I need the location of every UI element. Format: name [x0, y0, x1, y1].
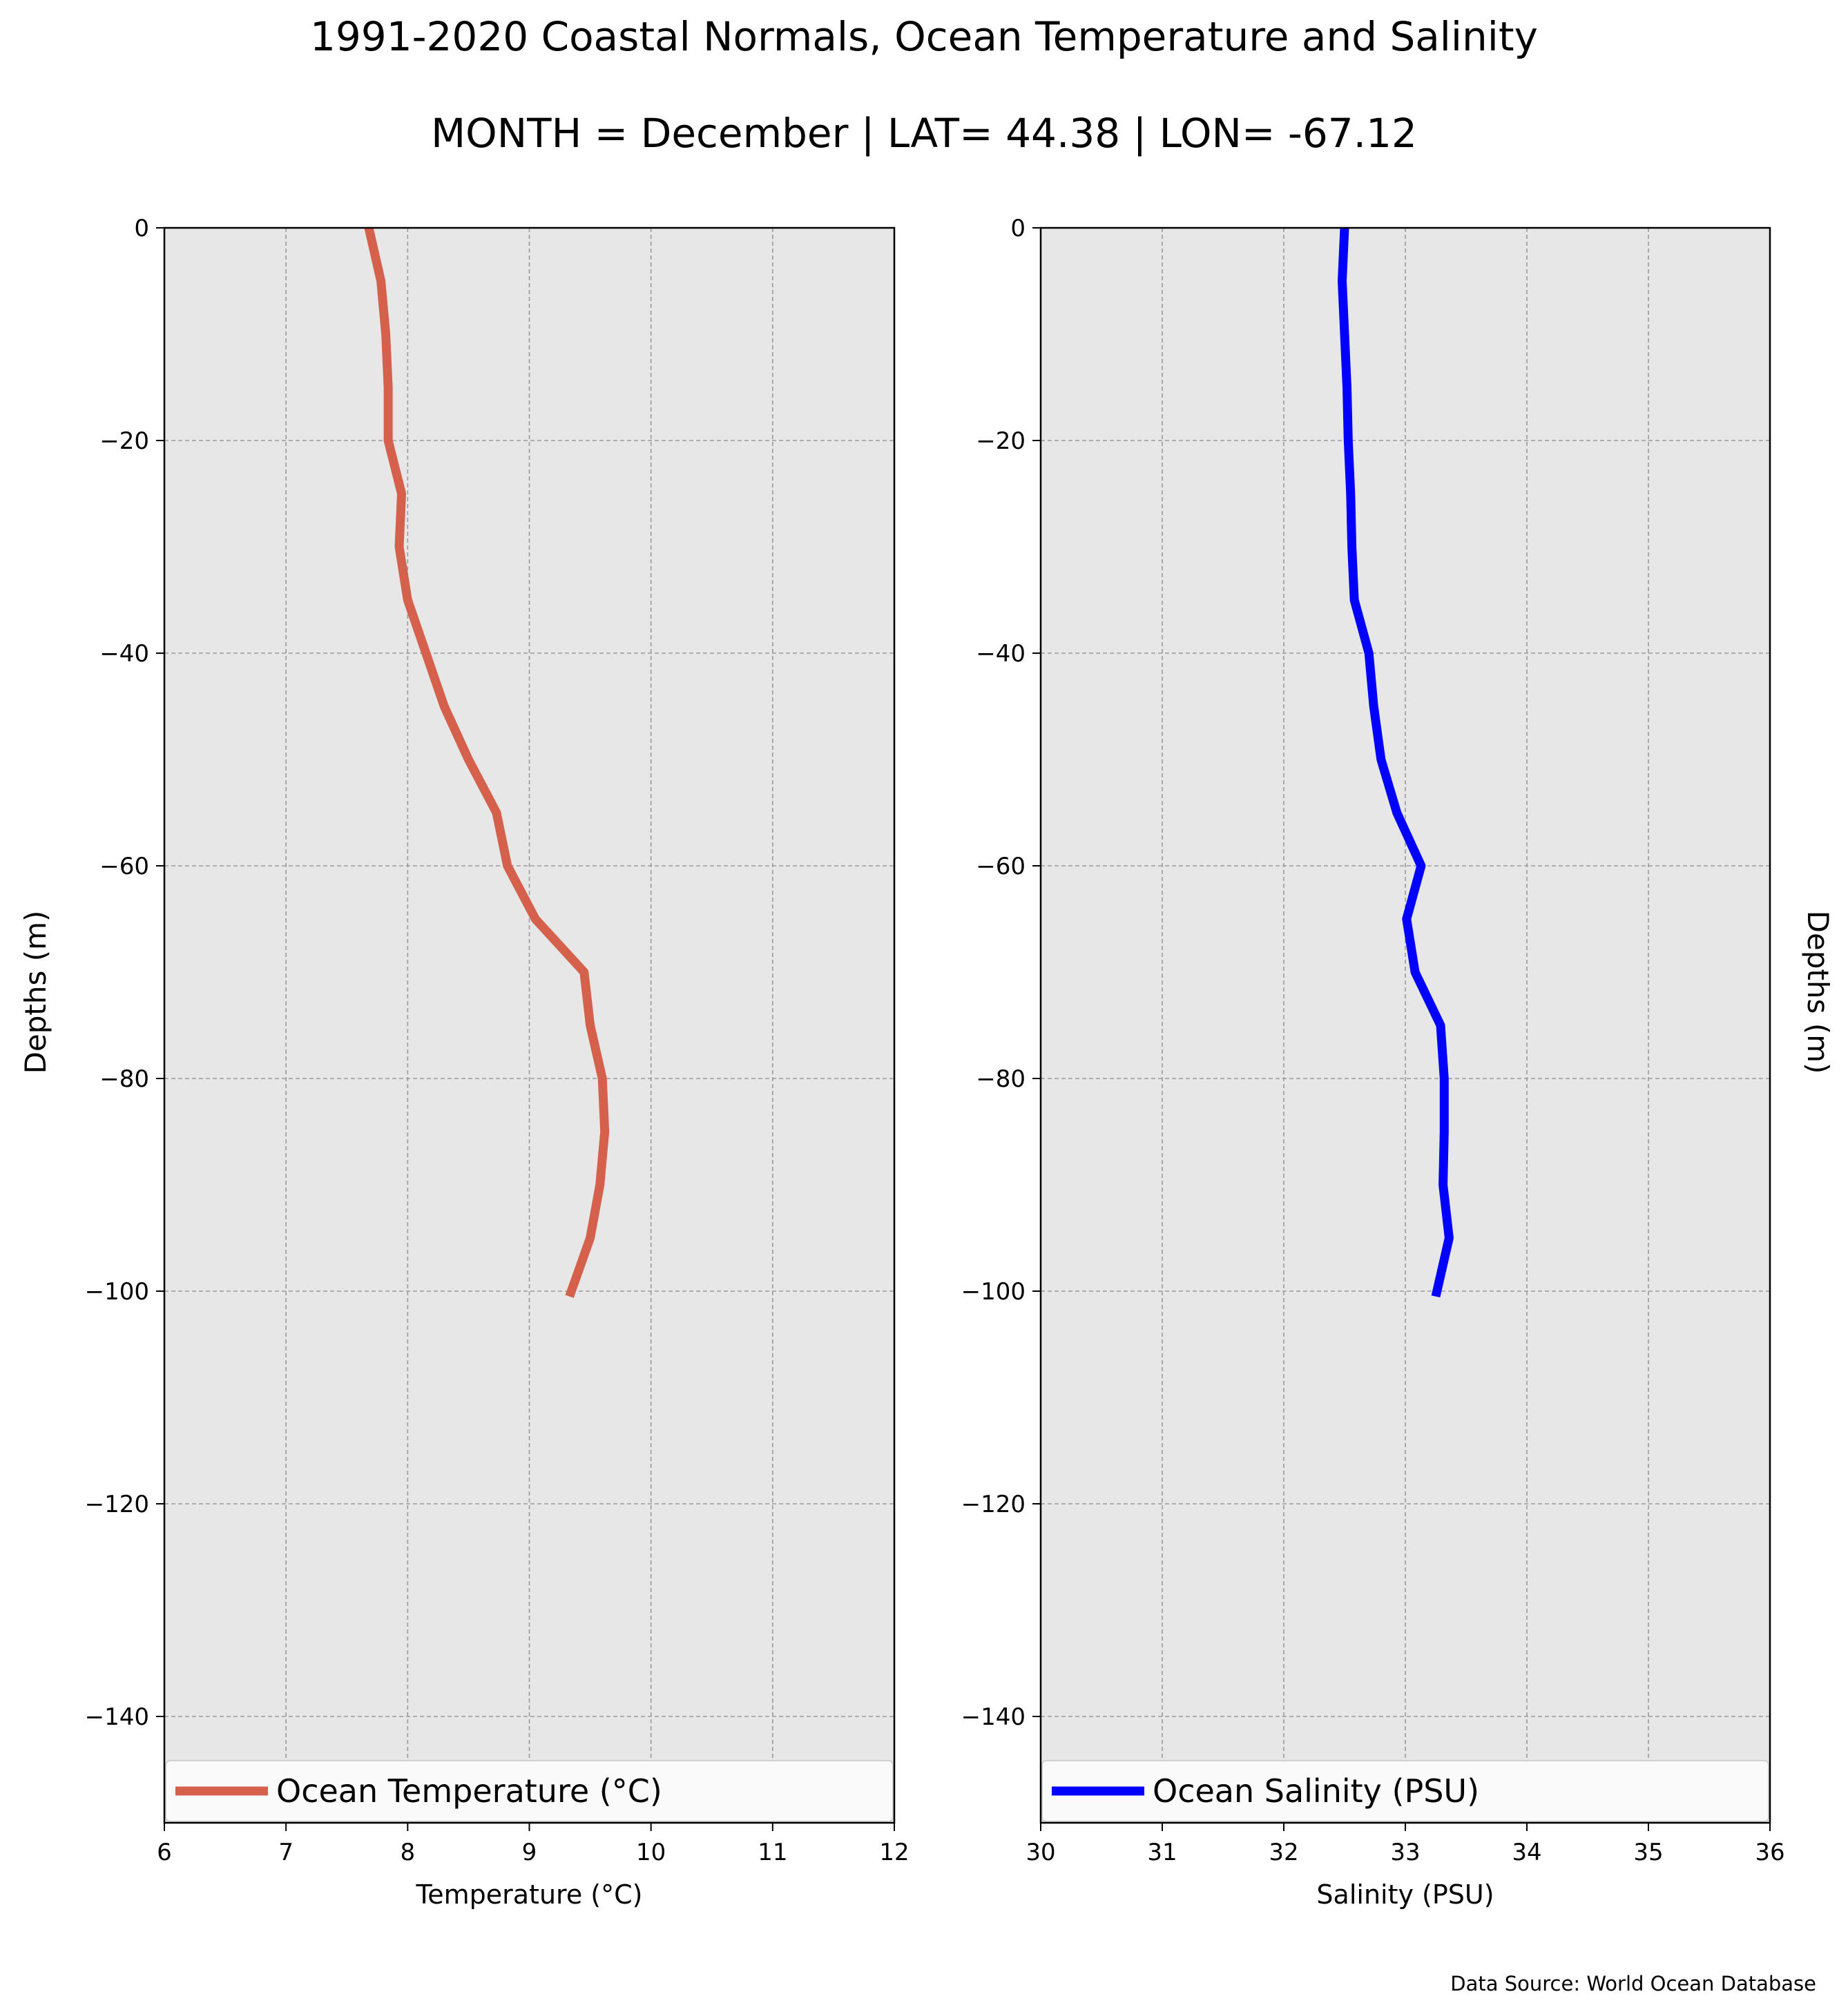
salinity-y-tick-label: −20 [976, 427, 1026, 455]
salinity-y-tick-label: −60 [976, 853, 1026, 880]
salinity-series-line [1338, 227, 1454, 1298]
temperature-legend-label: Ocean Temperature (°C) [276, 1772, 662, 1810]
salinity-legend [1041, 1760, 1769, 1822]
salinity-x-tick-label: 30 [1026, 1839, 1055, 1866]
temperature-x-tick-label: 8 [401, 1839, 416, 1866]
salinity-y-tick-label: −40 [976, 640, 1026, 668]
temperature-y-tick-label: −40 [99, 640, 149, 668]
data-source-note: Data Source: World Ocean Database [1450, 1972, 1816, 1995]
temperature-panel: Ocean Temperature (°C) 6 7 8 9 10 11 12 0 −20 −40 −… [85, 215, 909, 1910]
salinity-x-tick-label: 34 [1512, 1839, 1541, 1866]
left-y-axis-label: Depths (m) [19, 911, 52, 1074]
temperature-y-tick-label: −100 [85, 1278, 149, 1306]
temperature-y-tick-label: −140 [85, 1703, 149, 1731]
salinity-x-tick-label: 36 [1755, 1839, 1784, 1866]
temperature-series-line [364, 226, 610, 1298]
temperature-y-tick-label: −60 [99, 853, 149, 880]
salinity-panel: Ocean Salinity (PSU) 30 31 32 33 34 35 36 0 −20 −4… [961, 215, 1785, 1910]
salinity-x-tick-label: 32 [1269, 1839, 1298, 1866]
temperature-x-tick-label: 12 [879, 1839, 909, 1866]
temperature-x-axis-label: Temperature (°C) [416, 1879, 643, 1910]
temperature-y-tick-label: 0 [134, 215, 149, 242]
salinity-y-tick-label: −80 [976, 1065, 1026, 1093]
figure-subtitle: MONTH = December | LAT= 44.38 | LON= -67… [431, 110, 1417, 157]
salinity-y-tick-label: −100 [961, 1278, 1026, 1306]
temperature-x-tick-label: 10 [636, 1839, 666, 1866]
salinity-x-tick-label: 33 [1390, 1839, 1420, 1866]
salinity-y-tick-label: −120 [961, 1491, 1026, 1518]
figure-title: 1991-2020 Coastal Normals, Ocean Tempera… [310, 13, 1538, 60]
salinity-x-tick-label: 31 [1147, 1839, 1177, 1866]
right-y-axis-label: Depths (m) [1801, 911, 1835, 1074]
temperature-y-tick-label: −80 [99, 1065, 149, 1093]
salinity-x-axis-label: Salinity (PSU) [1316, 1879, 1494, 1910]
temperature-x-tick-label: 6 [157, 1839, 172, 1866]
salinity-y-tick-label: 0 [1010, 215, 1026, 242]
temperature-y-tick-label: −20 [99, 427, 149, 455]
salinity-x-tick-label: 35 [1633, 1839, 1663, 1866]
temperature-y-tick-label: −120 [85, 1491, 149, 1518]
temperature-x-tick-label: 11 [758, 1839, 787, 1866]
temperature-legend [165, 1760, 894, 1822]
salinity-y-tick-label: −140 [961, 1703, 1026, 1731]
salinity-legend-label: Ocean Salinity (PSU) [1153, 1772, 1479, 1810]
temperature-x-tick-label: 9 [522, 1839, 537, 1866]
temperature-x-tick-label: 7 [278, 1839, 293, 1866]
